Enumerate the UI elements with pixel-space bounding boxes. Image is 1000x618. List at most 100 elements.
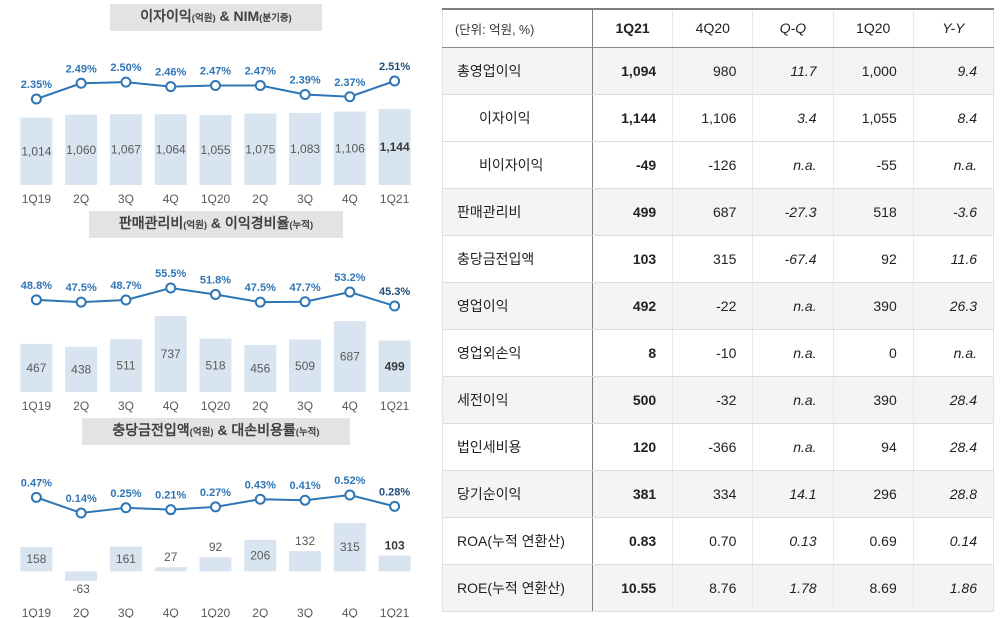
category-label: 1Q19 bbox=[22, 399, 52, 413]
category-label: 4Q bbox=[163, 399, 179, 413]
cell-value: 3.4 bbox=[752, 94, 834, 142]
cell-value: 92 bbox=[833, 235, 914, 283]
bar-value-label: 1,075 bbox=[245, 142, 275, 156]
cell-value: 500 bbox=[592, 376, 674, 424]
category-label: 3Q bbox=[118, 606, 134, 618]
row-label: 영업외손익 bbox=[442, 329, 593, 377]
line-point bbox=[389, 500, 401, 512]
cell-value: 28.4 bbox=[913, 423, 994, 471]
table-row: 당기순이익 381 334 14.1 296 28.8 bbox=[442, 470, 994, 518]
column-header: Y-Y bbox=[913, 9, 994, 48]
cell-value: 1,000 bbox=[833, 47, 914, 95]
bar-value-label: 499 bbox=[385, 359, 405, 373]
bar bbox=[65, 571, 98, 581]
column-header: (단위: 억원, %) bbox=[442, 9, 593, 48]
line-value-label: 2.49% bbox=[66, 63, 97, 75]
chart-canvas: 1,014 1,060 1,067 1,064 1,055 1,075 1,083 1,106… bbox=[8, 33, 424, 209]
line-value-label: 47.7% bbox=[289, 282, 320, 294]
category-label: 3Q bbox=[297, 606, 313, 618]
column-header: 1Q20 bbox=[833, 9, 914, 48]
line-value-label: 48.7% bbox=[110, 280, 141, 292]
line-point bbox=[120, 76, 132, 88]
category-label: 2Q bbox=[252, 399, 268, 413]
bar-value-label: 511 bbox=[116, 359, 135, 373]
chart-interest-income-nim: 이자이익(억원) & NIM(분기중) 1,014 1,060 1,067 1,064… bbox=[8, 4, 424, 209]
line-point bbox=[299, 89, 311, 100]
cell-value: 103 bbox=[592, 235, 674, 283]
line-value-label: 55.5% bbox=[155, 268, 186, 280]
cell-value: -126 bbox=[672, 141, 754, 189]
bar bbox=[333, 523, 366, 572]
line-point bbox=[30, 93, 42, 105]
bar-value-label: 132 bbox=[295, 534, 315, 548]
bar bbox=[199, 557, 232, 572]
bar-value-label: 158 bbox=[26, 552, 46, 566]
bar bbox=[289, 339, 322, 392]
category-label: 1Q20 bbox=[201, 399, 231, 413]
line-point bbox=[254, 296, 266, 308]
cell-value: 28.8 bbox=[913, 470, 994, 518]
cell-value: 390 bbox=[833, 376, 914, 424]
row-label: 영업이익 bbox=[442, 282, 593, 330]
chart-title: 이자이익(억원) & NIM(분기중) bbox=[8, 4, 424, 31]
chart-svg: 467 438 511 737 518 456 509 687 499 48.8% 47.5% 48.… bbox=[20, 268, 411, 413]
chart-canvas: 158 -63 161 27 92 206 132 315 103 0.47% 0.14% 0.25%… bbox=[8, 447, 424, 618]
bar bbox=[109, 546, 142, 572]
bar-value-label: 315 bbox=[340, 540, 360, 554]
category-label: 3Q bbox=[118, 192, 134, 206]
bar bbox=[333, 111, 366, 185]
line-value-label: 0.52% bbox=[334, 475, 365, 487]
bar bbox=[289, 113, 322, 185]
cell-value: 0.69 bbox=[833, 517, 914, 565]
cell-value: 1.78 bbox=[752, 564, 834, 612]
chart-title: 충당금전입액(억원) & 대손비용률(누적) bbox=[8, 418, 424, 445]
bar-value-label: 27 bbox=[164, 550, 178, 564]
cell-value: -55 bbox=[833, 141, 914, 189]
line-point bbox=[254, 80, 266, 91]
category-label: 4Q bbox=[342, 399, 358, 413]
cell-value: n.a. bbox=[752, 423, 834, 471]
line-point bbox=[210, 501, 221, 513]
line-value-label: 47.5% bbox=[245, 282, 276, 294]
line-point bbox=[30, 491, 42, 503]
bar-value-label: 1,144 bbox=[380, 140, 410, 154]
charts-panel: 이자이익(억원) & NIM(분기중) 1,014 1,060 1,067 1,064… bbox=[0, 0, 428, 618]
column-header: 1Q21 bbox=[592, 9, 674, 48]
line-point bbox=[120, 502, 132, 514]
category-label: 2Q bbox=[252, 192, 268, 206]
bar bbox=[154, 114, 187, 185]
cell-value: -49 bbox=[592, 141, 674, 189]
cell-value: 296 bbox=[833, 470, 914, 518]
table-body: 총영업이익 1,094 980 11.7 1,000 9.4 이자이익 1,144 1,106 3… bbox=[442, 47, 994, 612]
cell-value: n.a. bbox=[913, 141, 994, 189]
bar bbox=[154, 567, 187, 572]
category-label: 3Q bbox=[297, 192, 313, 206]
category-label: 3Q bbox=[297, 399, 313, 413]
cell-value: 0.14 bbox=[913, 517, 994, 565]
line-value-label: 0.41% bbox=[289, 480, 320, 492]
table-row: 충당금전입액 103 315 -67.4 92 11.6 bbox=[442, 235, 994, 283]
table-row: 이자이익 1,144 1,106 3.4 1,055 8.4 bbox=[442, 94, 994, 142]
cell-value: 9.4 bbox=[913, 47, 994, 95]
cell-value: 11.7 bbox=[752, 47, 834, 95]
row-label: 법인세비용 bbox=[442, 423, 593, 471]
bar bbox=[199, 338, 232, 392]
cell-value: -366 bbox=[672, 423, 754, 471]
table-row: ROA(누적 연환산) 0.83 0.70 0.13 0.69 0.14 bbox=[442, 517, 994, 565]
bar bbox=[199, 114, 232, 185]
line-value-label: 0.27% bbox=[200, 487, 231, 499]
line-point bbox=[210, 289, 221, 301]
cell-value: 0.70 bbox=[672, 517, 754, 565]
cell-value: 687 bbox=[672, 188, 754, 236]
line-value-label: 0.28% bbox=[379, 486, 410, 498]
line-value-label: 0.25% bbox=[110, 488, 141, 500]
cell-value: n.a. bbox=[752, 282, 834, 330]
bar-value-label: 438 bbox=[71, 362, 91, 376]
cell-value: n.a. bbox=[752, 141, 834, 189]
bar-value-label: 1,067 bbox=[111, 143, 141, 157]
bar bbox=[378, 340, 411, 392]
table-panel: (단위: 억원, %) 1Q21 4Q20 Q-Q 1Q20 Y-Y 총영업이익 1,094… bbox=[428, 0, 1000, 618]
header-row: (단위: 억원, %) 1Q21 4Q20 Q-Q 1Q20 Y-Y bbox=[442, 9, 994, 48]
row-label: 비이자이익 bbox=[442, 141, 593, 189]
